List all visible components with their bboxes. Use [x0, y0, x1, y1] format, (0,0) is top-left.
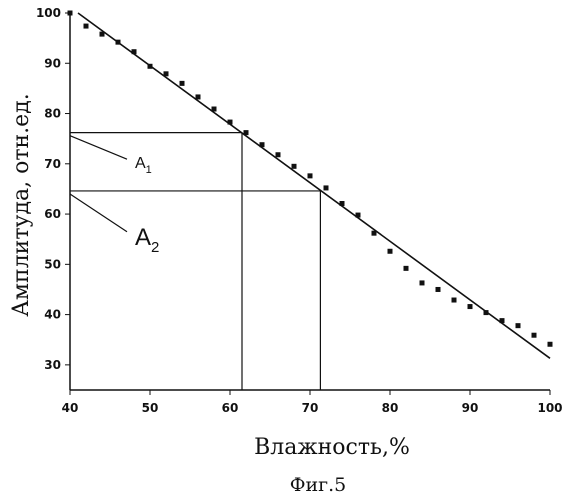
figure-caption: Фиг.5	[290, 474, 347, 496]
data-point	[420, 280, 425, 285]
annotation-label: A2	[135, 224, 159, 256]
data-point	[436, 287, 441, 292]
plot-area	[68, 11, 553, 359]
x-tick-label: 50	[142, 401, 159, 415]
data-point	[388, 249, 393, 254]
data-point	[180, 81, 185, 86]
y-tick-label: 100	[36, 6, 61, 20]
data-point	[68, 11, 73, 16]
data-point	[276, 152, 281, 157]
annotation-leader	[70, 136, 127, 160]
x-tick-label: 40	[62, 401, 79, 415]
annotations: A1 A2	[70, 133, 320, 390]
y-tick-label: 80	[44, 107, 61, 121]
trend-line	[78, 13, 550, 358]
x-axis-title: Влажность,%	[254, 435, 410, 460]
annotation-label: A1	[135, 155, 152, 176]
data-point	[468, 304, 473, 309]
data-point	[452, 298, 457, 303]
annotation-subscript: 1	[146, 164, 152, 176]
x-tick-label: 80	[382, 401, 399, 415]
data-point	[532, 333, 537, 338]
data-point	[324, 185, 329, 190]
data-point	[516, 323, 521, 328]
data-point	[308, 173, 313, 178]
axes: 40 50 60 70 80 90 100 30 40 50 60 70 80 90 100	[36, 6, 563, 415]
data-point	[548, 342, 553, 347]
y-tick-label: 30	[44, 358, 61, 372]
y-tick-label: 90	[44, 56, 61, 70]
data-point	[292, 164, 297, 169]
x-tick-label: 90	[462, 401, 479, 415]
annotation-leader	[70, 194, 127, 232]
y-tick-label: 50	[44, 257, 61, 271]
y-tick-label: 40	[44, 308, 61, 322]
data-point	[84, 24, 89, 29]
x-tick-label: 100	[537, 401, 562, 415]
y-axis-title: Амплитуда, отн.ед.	[9, 93, 34, 316]
y-tick-label: 70	[44, 157, 61, 171]
x-tick-label: 70	[302, 401, 319, 415]
x-tick-label: 60	[222, 401, 239, 415]
y-tick-label: 60	[44, 207, 61, 221]
annotation-subscript: 2	[151, 239, 159, 256]
data-point	[404, 266, 409, 271]
